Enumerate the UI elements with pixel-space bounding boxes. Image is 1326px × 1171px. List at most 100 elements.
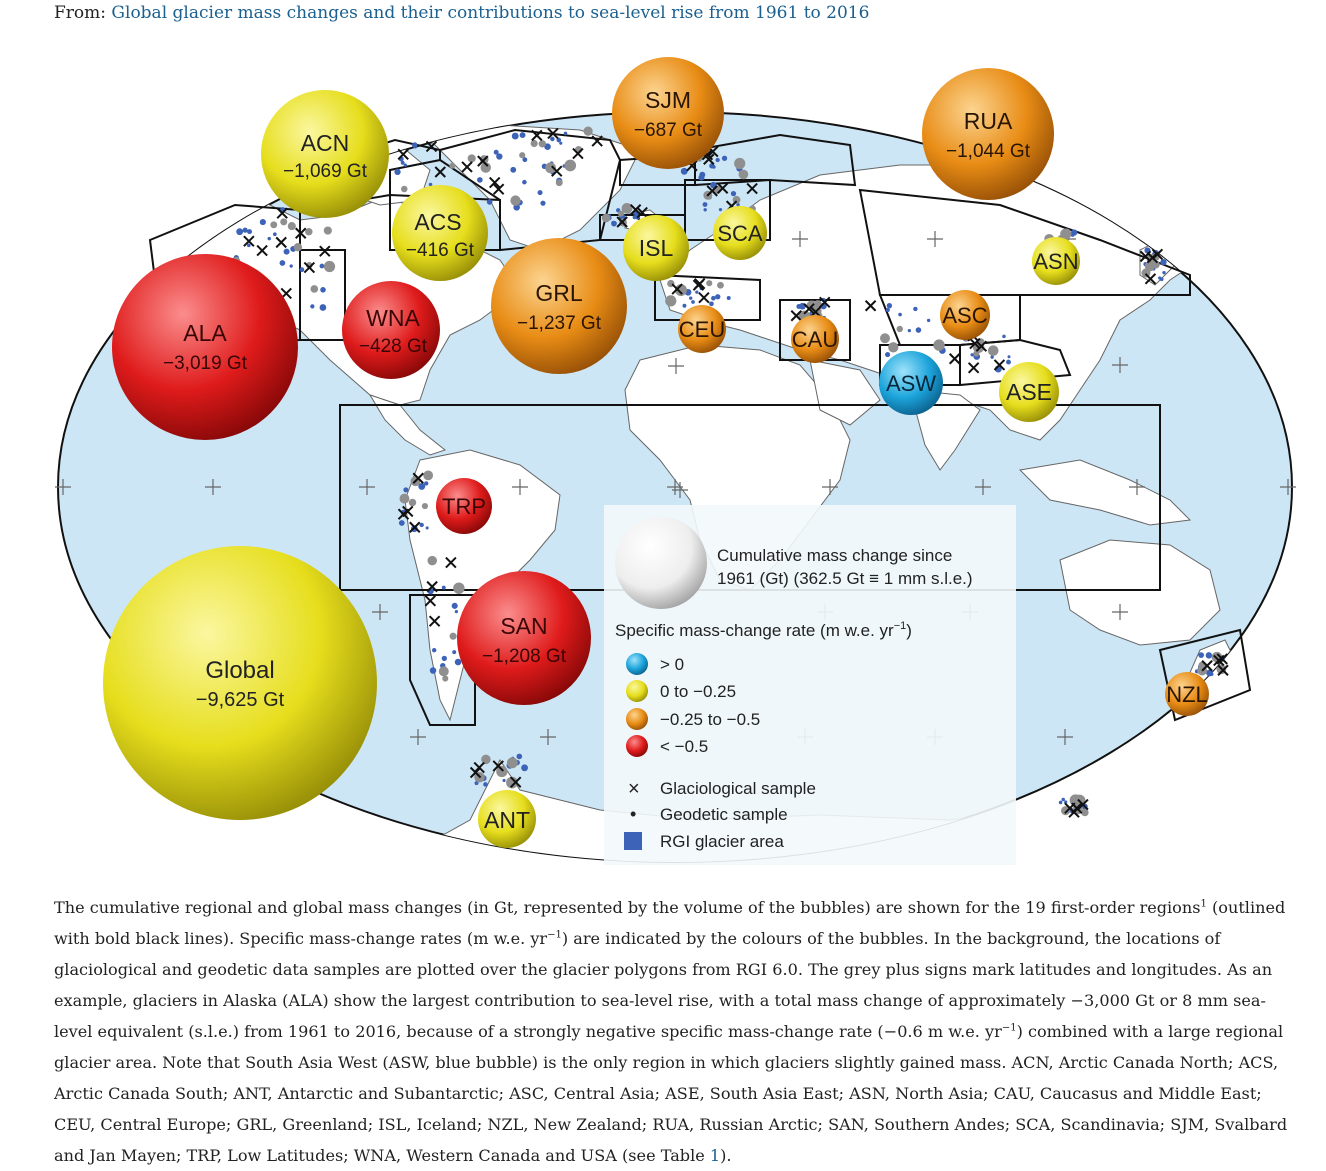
bubble-sca: SCA (713, 206, 767, 260)
glacier-patch (519, 132, 526, 139)
graticule-plus (410, 729, 426, 745)
bubble-sjm-code: SJM (645, 87, 691, 113)
geodetic-point (310, 285, 319, 293)
graticule-plus (927, 231, 943, 247)
legend-reference-bubble (615, 517, 707, 609)
geodetic-point (973, 350, 980, 357)
geodetic-point (519, 152, 526, 159)
bubble-isl-sphere (623, 215, 689, 281)
geodetic-point (621, 202, 633, 214)
bubble-asc-sphere (940, 290, 990, 340)
geodetic-point (665, 295, 677, 307)
glaciological-cross (531, 129, 543, 142)
legend: Cumulative mass change since 1961 (Gt) (… (604, 505, 1016, 865)
glacier-patch (242, 227, 248, 233)
legend-markers: × Glaciological sample • Geodetic sample… (624, 778, 816, 851)
glaciological-cross (425, 140, 438, 153)
legend-dot-symbol: • (630, 804, 636, 824)
figure-header: From: Global glacier mass changes and th… (54, 3, 869, 23)
glacier-patch (1006, 359, 1011, 365)
glaciological-cross (469, 766, 482, 779)
legend-rate-title: Specific mass-change rate (m w.e. yr−1) (615, 620, 912, 640)
glaciological-cross (426, 580, 438, 593)
bubble-sca-code: SCA (717, 221, 763, 246)
glaciological-cross (547, 127, 559, 140)
glaciological-cross (461, 161, 473, 173)
glacier-patch (511, 132, 519, 140)
graticule-plus (512, 479, 528, 495)
glaciological-cross (1144, 273, 1157, 285)
glacier-patch (451, 602, 458, 609)
bubble-global-sphere (103, 546, 377, 820)
glacier-patch (246, 243, 251, 248)
bubble-cau-code: CAU (792, 327, 838, 352)
caption-part-5: ). (720, 1146, 732, 1165)
glacier-patch (1058, 800, 1063, 805)
bubble-wna: WNA −428 Gt (342, 281, 440, 379)
graticule-plus (668, 358, 684, 374)
table-1-link[interactable]: 1 (709, 1146, 721, 1165)
legend-size-title-line1: Cumulative mass change since (717, 546, 952, 565)
glacier-patch (510, 166, 517, 173)
geodetic-point (480, 162, 491, 173)
bubble-ala: ALA −3,019 Gt (112, 254, 298, 440)
legend-rgi-square (624, 832, 642, 850)
legend-class-mid-dot (626, 708, 648, 730)
graticule-plus (540, 729, 556, 745)
bubble-ala-code: ALA (183, 320, 227, 346)
bubble-ase-sphere (999, 362, 1059, 422)
geodetic-point (401, 185, 408, 193)
glacier-patch (319, 304, 327, 311)
glacier-patch (691, 300, 695, 304)
glaciological-cross (409, 521, 421, 533)
glaciological-cross (864, 300, 877, 312)
glacier-patch (1002, 334, 1006, 339)
glacier-patch (412, 142, 418, 148)
glacier-patch (1162, 270, 1166, 275)
bubble-san: SAN −1,208 Gt (457, 571, 591, 705)
caption-part-4: ) combined with a large regional glacier… (54, 1022, 1288, 1165)
bubble-trp-code: TRP (442, 494, 486, 519)
caption-ref-sup: 1 (1200, 898, 1207, 910)
bubble-ala-sphere (112, 254, 298, 440)
geodetic-point (423, 470, 434, 481)
article-link[interactable]: Global glacier mass changes and their co… (111, 3, 870, 23)
geodetic-point (706, 280, 713, 287)
geodetic-point (270, 221, 278, 229)
bubble-ceu-sphere (678, 305, 726, 353)
glacier-patch (400, 160, 405, 165)
glacier-patch (419, 522, 424, 528)
geodetic-point (438, 666, 449, 677)
region-outline-rua (694, 133, 857, 187)
graticule-plus (672, 482, 688, 498)
glacier-patch (320, 287, 326, 293)
glaciological-cross (424, 595, 437, 607)
geodetic-point (496, 765, 508, 778)
bubble-asc-code: ASC (942, 303, 987, 328)
glaciological-cross (412, 472, 424, 484)
bubble-isl: ISL (623, 215, 689, 281)
glacier-patch (522, 179, 527, 185)
glaciological-cross (706, 185, 718, 197)
glacier-patch (259, 219, 266, 226)
glaciological-cross (636, 206, 648, 219)
bubble-ase: ASE (999, 362, 1059, 422)
glacier-patch (611, 220, 615, 225)
legend-class-positive-label: > 0 (660, 655, 684, 674)
bubble-ceu-code: CEU (679, 317, 725, 342)
graticule-plus (1112, 357, 1128, 373)
glacier-patch (711, 295, 716, 301)
glacier-patch (502, 778, 506, 783)
bubble-cau-sphere (791, 315, 839, 363)
glacier-patch (522, 157, 528, 163)
bubble-acn-sphere (261, 90, 389, 218)
glaciological-cross (397, 508, 410, 520)
bubble-trp-sphere (436, 478, 492, 534)
legend-rgi-label: RGI glacier area (660, 832, 784, 851)
graticule-plus (1129, 479, 1145, 495)
glacier-patch (1070, 233, 1075, 237)
bubble-nzl-sphere (1165, 672, 1209, 716)
glacier-patch (403, 487, 409, 493)
geodetic-point (510, 195, 521, 206)
glacier-patch (496, 153, 503, 160)
